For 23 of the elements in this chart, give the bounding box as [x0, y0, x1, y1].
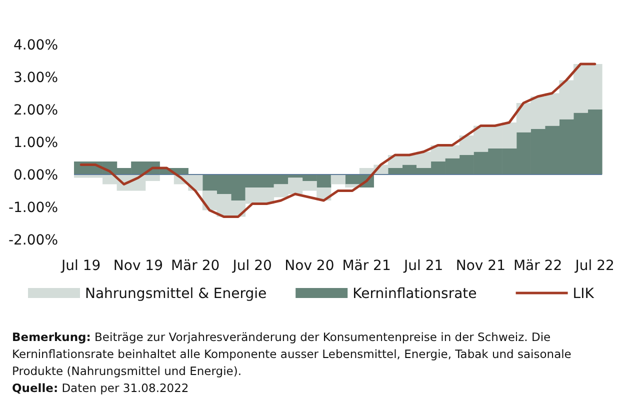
y-tick-label: -1.00%: [8, 200, 58, 216]
y-tick-label: 2.00%: [14, 102, 58, 118]
x-tick-label: Nov 19: [113, 258, 164, 274]
x-tick-label: Jul 19: [60, 258, 101, 274]
x-tick-label: Mär 22: [513, 258, 562, 274]
source-note: Quelle: Daten per 31.08.2022: [12, 381, 189, 395]
x-tick-label: Jul 22: [574, 258, 614, 274]
legend-label: Kerninflationsrate: [352, 286, 477, 302]
line-series: [80, 62, 596, 218]
y-tick-label: 1.00%: [14, 135, 58, 151]
text: Bemerkung: Beiträge zur Vorjahresveränderung der Konsumentenpreise in der Schweiz. Die Kerninflationsrate beinhaltet alle Komponente ausser Lebensmittel, Energie, Tabak und saisonale Produkte (Nahrungsmittel und Energie).: [12, 330, 572, 378]
x-tick-label: Mär 20: [170, 258, 220, 274]
y-tick-label: -2.00%: [8, 232, 58, 248]
x-tick-label: Jul 20: [232, 258, 272, 274]
legend-label: Nahrungsmittel & Energie: [85, 286, 267, 302]
y-tick-label: 3.00%: [14, 70, 58, 86]
y-tick-label: 0.00%: [14, 168, 58, 184]
legend-label: LIK: [572, 286, 595, 302]
x-tick-label: Jul 21: [403, 258, 444, 274]
x-tick-label: Nov 21: [456, 258, 506, 274]
y-tick-label: 4.00%: [14, 38, 58, 54]
x-tick-label: Mär 21: [342, 258, 391, 274]
x-tick-label: Nov 20: [284, 258, 334, 274]
